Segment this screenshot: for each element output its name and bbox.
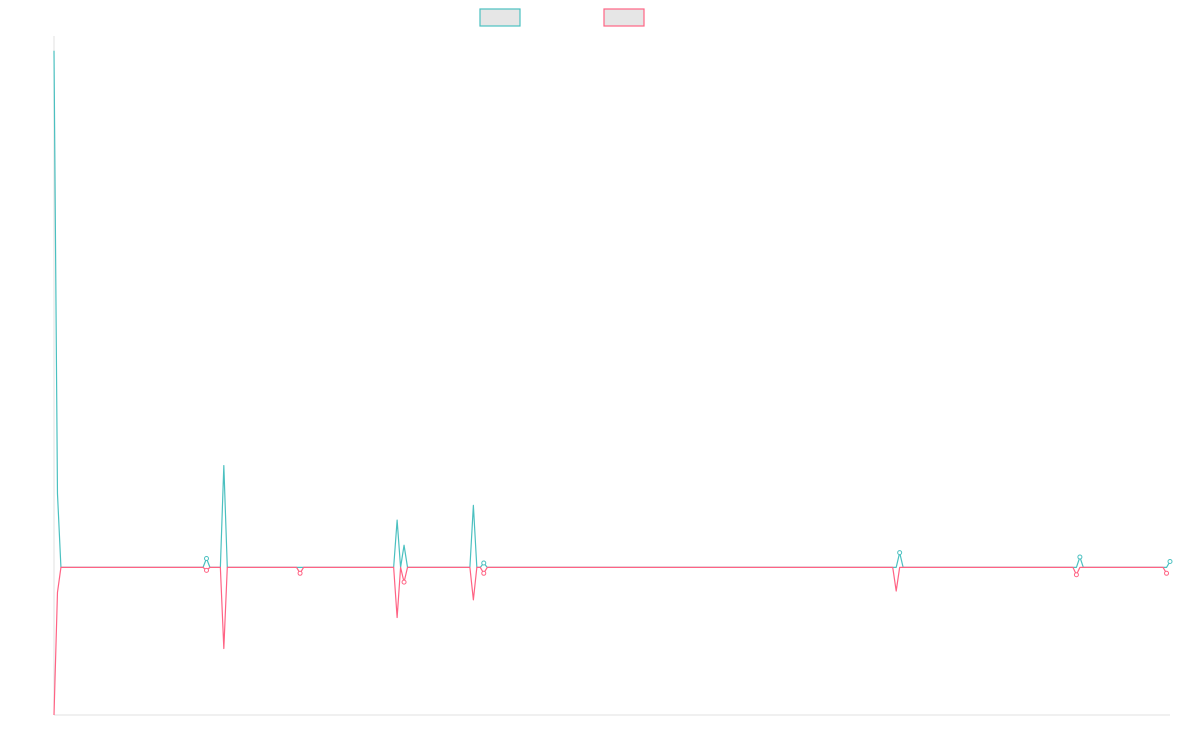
data-point	[1164, 570, 1170, 576]
data-point	[1167, 558, 1173, 564]
plot-area	[53, 36, 1173, 716]
legend-swatch-1[interactable]	[479, 8, 521, 27]
data-point	[204, 556, 209, 562]
legend[interactable]	[479, 8, 645, 27]
data-point	[204, 567, 209, 573]
data-point	[1077, 554, 1083, 560]
data-point	[1073, 572, 1079, 578]
series-line-1	[53, 50, 1171, 568]
legend-swatch-2[interactable]	[603, 8, 645, 27]
series-line-2	[53, 566, 1168, 716]
data-point	[481, 570, 487, 576]
data-point	[297, 570, 303, 576]
data-point	[897, 550, 903, 556]
data-point	[481, 560, 487, 566]
data-point	[401, 579, 407, 585]
